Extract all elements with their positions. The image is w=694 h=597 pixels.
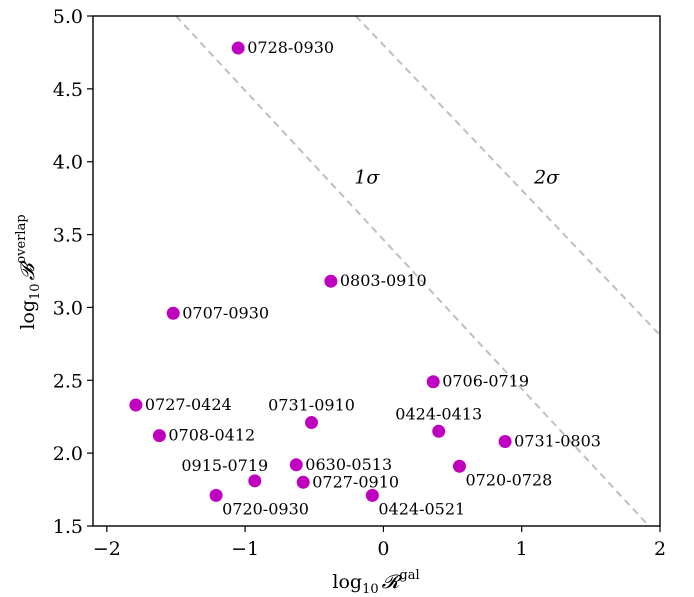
data-point (209, 488, 223, 502)
data-point (426, 375, 440, 389)
sigma-line-2 (355, 15, 661, 336)
y-tick-label: 4.5 (53, 79, 83, 101)
point-label: 0707-0930 (182, 303, 269, 322)
data-point (498, 434, 512, 448)
sigma-line-1 (175, 15, 650, 527)
x-axis-title: log10 𝓡gal (332, 568, 419, 597)
sigma-label-1: 1σ (354, 167, 380, 189)
point-label: 0424-0413 (395, 404, 482, 423)
plot-frame (92, 15, 661, 527)
point-label: 0731-0803 (514, 431, 601, 450)
point-label: 0630-0513 (305, 455, 392, 474)
data-point (296, 475, 310, 489)
data-point (305, 416, 319, 430)
point-label: 0915-0719 (181, 456, 268, 475)
data-point (166, 306, 180, 320)
y-axis-title: log10𝓑overlap (14, 214, 43, 329)
data-point (452, 459, 466, 473)
y-tick-label: 3.0 (53, 297, 83, 319)
point-label: 0727-0424 (145, 395, 232, 414)
data-point (289, 458, 303, 472)
x-tick-label: −1 (231, 538, 259, 560)
point-label: 0731-0910 (268, 396, 355, 415)
x-tick-label: 2 (654, 538, 666, 560)
x-tick-label: 1 (516, 538, 528, 560)
x-tick-label: 0 (377, 538, 389, 560)
data-point (129, 398, 143, 412)
y-tick-label: 2.5 (53, 370, 83, 392)
y-tick-label: 1.5 (53, 516, 83, 538)
y-tick-label: 4.0 (53, 152, 83, 174)
point-label: 0720-0930 (222, 499, 309, 518)
point-label: 0803-0910 (340, 271, 427, 290)
point-label: 0706-0719 (442, 372, 529, 391)
point-label: 0727-0910 (312, 472, 399, 491)
data-point (248, 474, 262, 488)
data-point (152, 429, 166, 443)
data-point (365, 488, 379, 502)
point-label: 0708-0412 (168, 426, 255, 445)
data-point (432, 424, 446, 438)
point-label: 0424-0521 (378, 499, 465, 518)
sigma-label-2: 2σ (533, 167, 560, 189)
point-label: 0728-0930 (247, 38, 334, 57)
y-tick-label: 3.5 (53, 225, 83, 247)
point-label: 0720-0728 (465, 470, 552, 489)
plot-area: 1σ 2σ −2 −1 0 1 2 1.5 2.0 2.5 3.0 3.5 4.0 4.5 5.0 0728-… (53, 6, 666, 560)
y-tick-label: 5.0 (53, 6, 83, 28)
y-tick-label: 2.0 (53, 443, 83, 465)
data-point (231, 41, 245, 55)
data-point (324, 274, 338, 288)
x-tick-label: −2 (93, 538, 121, 560)
